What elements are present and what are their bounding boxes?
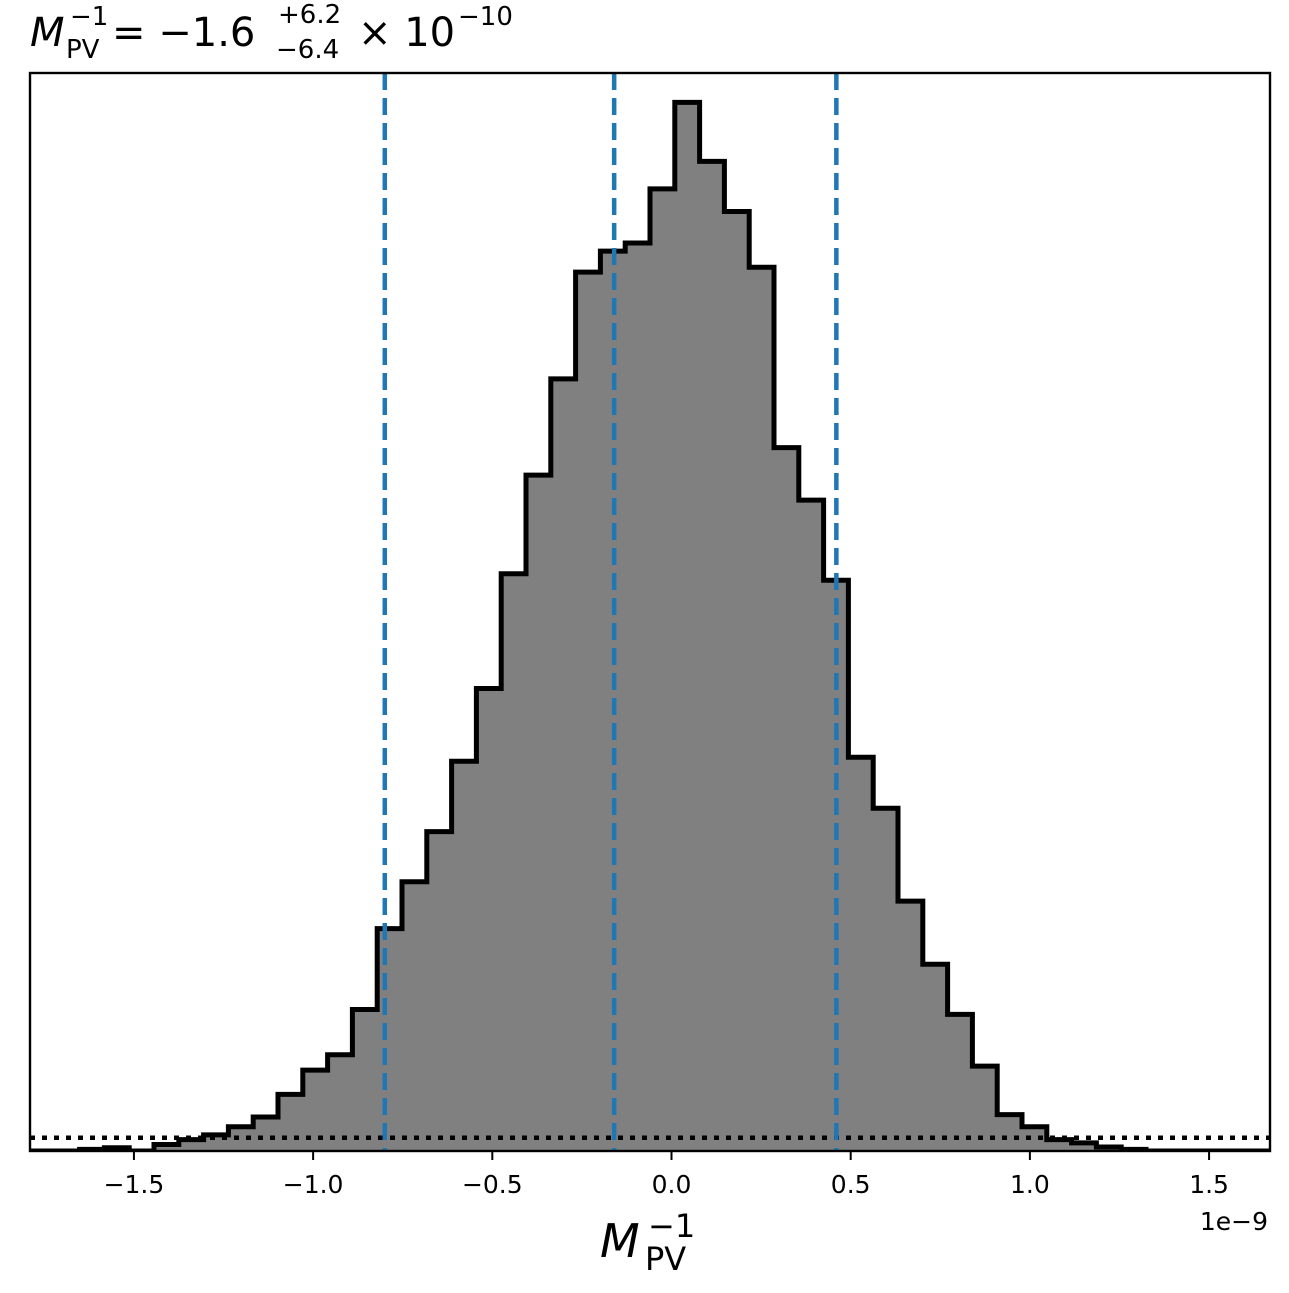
histogram-bar (724, 211, 750, 1151)
title-times-ten: × 10 (358, 10, 455, 56)
xlabel-superscript: −1 (648, 1207, 695, 1245)
histogram-bar (526, 475, 552, 1151)
histogram-bar (550, 378, 577, 1151)
histogram-bar (1022, 1126, 1048, 1151)
chart-title: M PV −1 = −1.6 +6.2 −6.4 × 10 −10 (30, 0, 513, 65)
histogram-bar (774, 447, 800, 1151)
histogram-outline (30, 99, 1270, 1151)
histogram-bar (402, 881, 428, 1151)
histogram-bar (154, 1144, 180, 1151)
xlabel-subscript: PV (645, 1240, 686, 1278)
x-axis-offset-label: 1e−9 (1200, 1207, 1268, 1236)
histogram-bar (997, 1114, 1023, 1151)
histogram-bar (650, 188, 676, 1151)
histogram-bar (278, 1094, 304, 1151)
title-value: = −1.6 (112, 10, 255, 56)
title-error-plus: +6.2 (278, 0, 341, 30)
histogram-bar (451, 761, 477, 1151)
histogram-bars (30, 99, 1270, 1151)
histogram-bar (922, 964, 949, 1151)
histogram-bar (947, 1014, 973, 1151)
histogram-bar (823, 580, 849, 1151)
histogram-bar (749, 267, 775, 1151)
histogram-bar (674, 102, 701, 1151)
x-tick-label: −1.5 (104, 1170, 165, 1199)
x-tick-label: 0.0 (652, 1170, 692, 1199)
xlabel-symbol: M (600, 1214, 640, 1268)
x-axis-label: M PV −1 (600, 1207, 695, 1278)
reference-lines (30, 73, 1270, 1151)
plot-frame (28, 71, 1272, 1153)
histogram-bar (1046, 1139, 1073, 1151)
x-axis-ticks: −1.5 −1.0 −0.5 0.0 0.5 1.0 1.5 (104, 1151, 1229, 1199)
x-tick-label: 0.5 (831, 1170, 871, 1199)
svg-text:M: M (30, 10, 65, 56)
x-tick-label: 1.0 (1010, 1170, 1050, 1199)
histogram-bar (848, 757, 874, 1151)
title-symbol: M (30, 10, 65, 56)
histogram-bar (798, 500, 825, 1151)
histogram-bar (1071, 1142, 1097, 1151)
histogram-bar (898, 901, 924, 1151)
histogram-bar (377, 928, 403, 1151)
x-tick-label: 1.5 (1189, 1170, 1229, 1199)
histogram-bar (426, 831, 453, 1151)
x-tick-label: −0.5 (462, 1170, 523, 1199)
histogram-bar (575, 272, 601, 1151)
histogram-bar (352, 1009, 378, 1151)
x-tick-label: −1.0 (283, 1170, 344, 1199)
histogram-bar (253, 1117, 279, 1151)
title-superscript: −1 (70, 2, 108, 32)
title-exponent: −10 (458, 2, 513, 32)
title-subscript: PV (66, 35, 100, 65)
histogram-bar (873, 808, 899, 1151)
histogram-bar (501, 573, 527, 1151)
histogram-bar (327, 1054, 353, 1151)
histogram-bar (625, 243, 651, 1151)
histogram-bar (699, 161, 725, 1151)
histogram-bar (476, 688, 502, 1151)
title-error-minus: −6.4 (276, 35, 339, 65)
histogram-bar (178, 1139, 205, 1151)
